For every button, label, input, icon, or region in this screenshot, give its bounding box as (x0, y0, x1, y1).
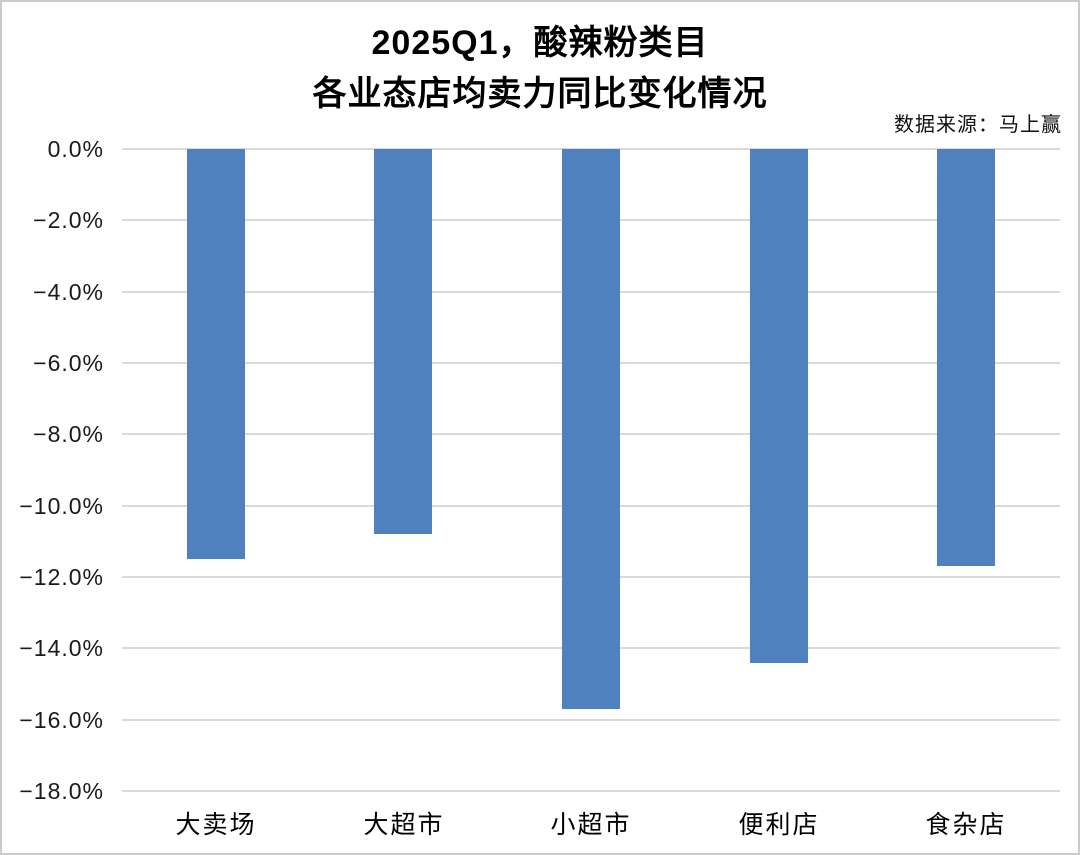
bar-食杂店 (937, 149, 995, 566)
x-tick-label-大卖场: 大卖场 (175, 811, 257, 839)
y-tick-label: −14.0% (19, 635, 104, 662)
chart-title: 2025Q1，酸辣粉类目 各业态店均卖力同比变化情况 (2, 18, 1078, 120)
y-axis: 0.0% −2.0% −4.0% −6.0% −8.0% −10.0% −12.0% −14.… (2, 136, 104, 804)
gridline (122, 718, 1060, 721)
plot-area (122, 148, 1060, 792)
bar-大卖场 (187, 149, 245, 559)
x-tick-label-食杂店: 食杂店 (925, 811, 1007, 839)
y-tick-label: −8.0% (33, 421, 104, 448)
y-tick-label: −2.0% (33, 207, 104, 234)
data-source-note: 数据来源：马上赢 (894, 114, 1062, 136)
x-axis: 大卖场 大超市 小超市 便利店 食杂店 (122, 805, 1060, 841)
bar-便利店 (750, 149, 808, 663)
x-tick-label-便利店: 便利店 (738, 811, 820, 839)
y-tick-label: −16.0% (19, 706, 104, 733)
bar-小超市 (562, 149, 620, 709)
y-tick-label: −6.0% (33, 350, 104, 376)
gridline (122, 790, 1060, 792)
chart-title-line-2: 各业态店均卖力同比变化情况 (312, 75, 768, 113)
y-tick-label: −4.0% (33, 278, 104, 305)
y-tick-label: −10.0% (19, 492, 104, 519)
x-tick-label-小超市: 小超市 (550, 811, 632, 839)
y-tick-label: −12.0% (19, 564, 104, 590)
bar-大超市 (374, 149, 432, 534)
x-tick-label-大超市: 大超市 (363, 811, 445, 839)
chart-title-line-1: 2025Q1，酸辣粉类目 (371, 24, 709, 62)
y-tick-label: 0.0% (47, 136, 104, 162)
y-tick-label: −18.0% (19, 778, 104, 804)
